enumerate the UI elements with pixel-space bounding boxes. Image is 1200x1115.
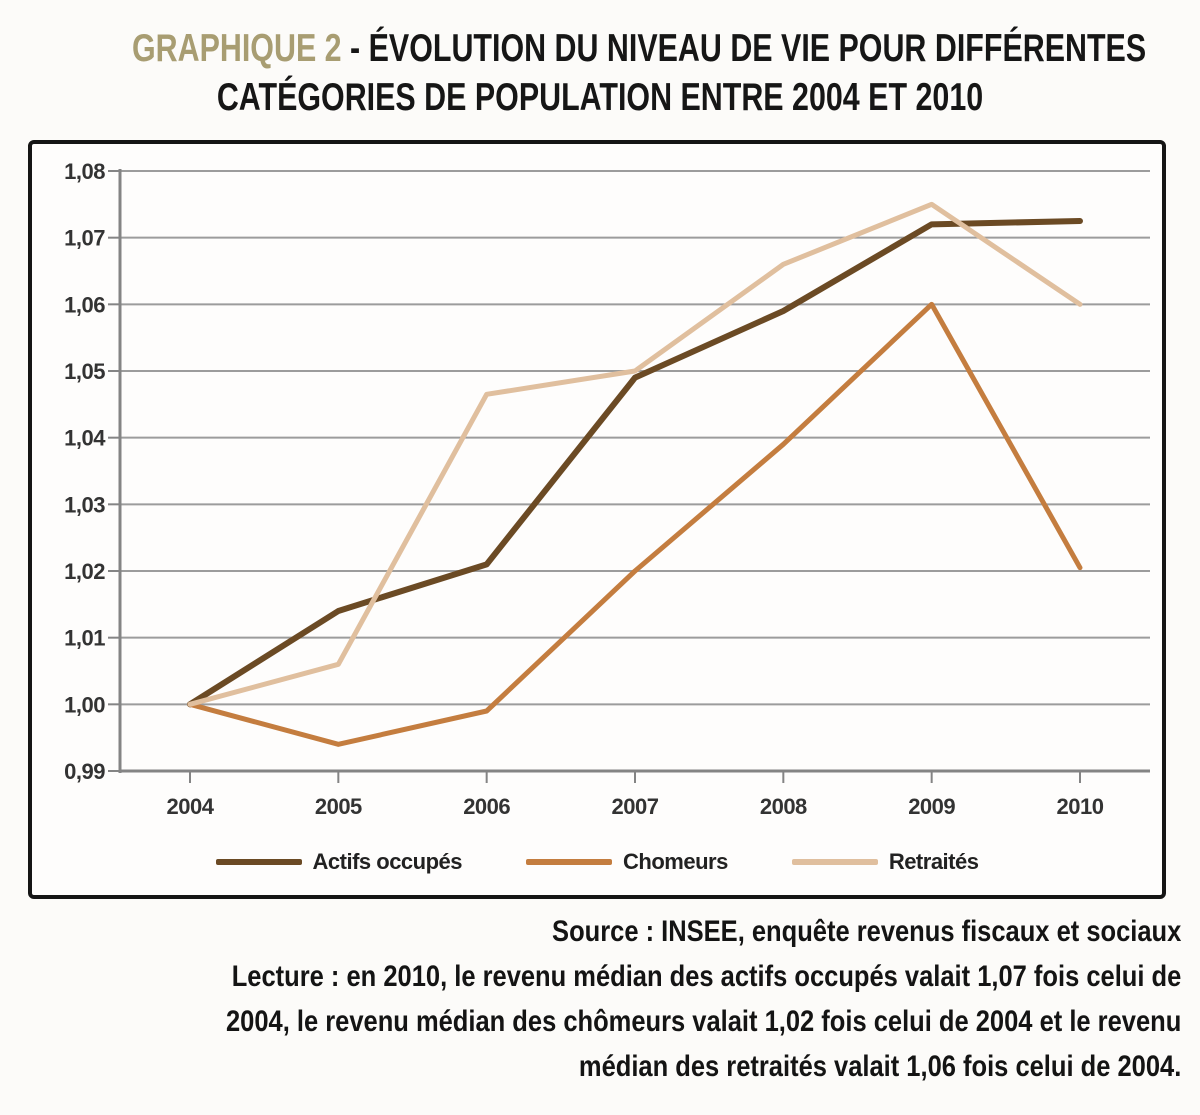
legend-item-actifs-occupes: Actifs occupés	[215, 849, 463, 875]
legend-line-swatch-actifs-occupes	[215, 859, 302, 865]
y-tick-label: 1,03	[64, 492, 105, 517]
chart-legend: Actifs occupés Chomeurs Retraités	[32, 849, 1162, 875]
y-tick-label: 1,04	[64, 426, 106, 451]
y-tick-label: 1,08	[64, 159, 105, 184]
title-rest: - ÉVOLUTION DU NIVEAU DE VIE POUR DIFFÉR…	[350, 27, 1147, 70]
caption-source: Source : INSEE, enquête revenus fiscaux …	[552, 915, 1182, 948]
legend-label-chomeurs: Chomeurs	[623, 849, 728, 874]
caption-lecture-3: médian des retraités valait 1,06 fois ce…	[578, 1050, 1182, 1083]
y-tick-label: 1,00	[64, 692, 105, 717]
series-line-retraites	[187, 201, 1083, 707]
y-tick-label: 1,06	[64, 292, 105, 317]
y-tick-label: 0,99	[64, 759, 105, 784]
caption-lecture-2: 2004, le revenu médian des chômeurs vala…	[225, 1005, 1182, 1038]
x-axis: 2004 2005 2006 2007 2008 2009 2010	[167, 771, 1104, 819]
chart-frame: 0,99 1,00 1,01 1,02 1,03 1,04 1,05 1,06 1,07 1,08…	[28, 140, 1166, 899]
page: GRAPHIQUE 2 - ÉVOLUTION DU NIVEAU DE VIE…	[0, 24, 1200, 1089]
y-tick-label: 1,07	[64, 226, 105, 251]
title-line-2: CATÉGORIES DE POPULATION ENTRE 2004 ET 2…	[216, 76, 984, 119]
line-chart: 0,99 1,00 1,01 1,02 1,03 1,04 1,05 1,06 1,07 1,08…	[64, 159, 1150, 819]
title-line-1: GRAPHIQUE 2 - ÉVOLUTION DU NIVEAU DE VIE…	[132, 24, 1146, 73]
legend-item-chomeurs: Chomeurs	[526, 849, 728, 875]
legend-line-swatch-retraites	[791, 859, 878, 865]
title-accent: GRAPHIQUE 2	[132, 27, 342, 70]
x-tick-label: 2004	[167, 794, 215, 819]
x-tick-label: 2007	[612, 794, 659, 819]
caption-block: Source : INSEE, enquête revenus fiscaux …	[180, 909, 1200, 1089]
y-tick-label: 1,01	[64, 626, 105, 651]
legend-label-retraites: Retraités	[888, 849, 979, 874]
y-axis-labels: 0,99 1,00 1,01 1,02 1,03 1,04 1,05 1,06 1,07 1,08	[64, 159, 107, 784]
y-tick-label: 1,05	[64, 359, 105, 384]
x-tick-label: 2009	[908, 794, 955, 819]
x-tick-label: 2008	[760, 794, 807, 819]
gridlines	[108, 170, 1150, 773]
chart-title: GRAPHIQUE 2 - ÉVOLUTION DU NIVEAU DE VIE…	[132, 24, 1146, 122]
series-line-actifs-occupes	[187, 218, 1083, 708]
legend-item-retraites: Retraités	[791, 849, 979, 875]
x-tick-label: 2005	[315, 794, 362, 819]
legend-line-swatch-chomeurs	[526, 859, 613, 865]
y-tick-label: 1,02	[64, 559, 105, 584]
legend-label-actifs-occupes: Actifs occupés	[312, 849, 463, 874]
series-line-chomeurs	[187, 301, 1083, 747]
x-tick-label: 2006	[463, 794, 510, 819]
x-tick-label: 2010	[1057, 794, 1104, 819]
caption-lecture-1: Lecture : en 2010, le revenu médian des …	[231, 960, 1182, 993]
